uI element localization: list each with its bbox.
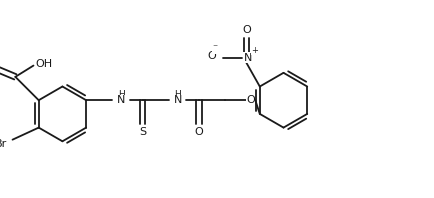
Text: O: O	[246, 95, 254, 105]
Text: N: N	[173, 95, 181, 105]
Text: N: N	[243, 52, 251, 63]
Text: O: O	[207, 51, 216, 61]
Text: Br: Br	[0, 139, 7, 149]
Text: OH: OH	[35, 59, 53, 69]
Text: H: H	[118, 90, 124, 99]
Text: H: H	[174, 90, 181, 99]
Text: O: O	[242, 25, 250, 35]
Text: +: +	[250, 46, 257, 55]
Text: O: O	[194, 128, 203, 137]
Text: N: N	[117, 95, 125, 105]
Text: S: S	[138, 128, 146, 137]
Text: ⁻: ⁻	[212, 44, 217, 54]
